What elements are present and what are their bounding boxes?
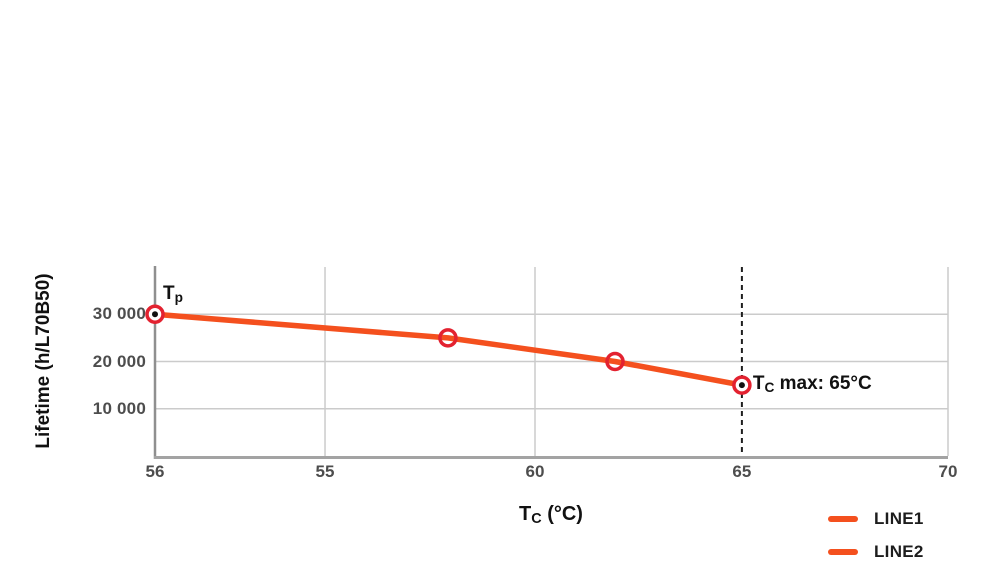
legend: LINE1 LINE2 [828, 502, 924, 568]
legend-label: LINE1 [874, 508, 924, 528]
annotation-tc: TC max: 65°C [753, 373, 872, 395]
plot-area [145, 266, 949, 459]
x-axis-title-subscript: C [531, 511, 542, 528]
legend-item-line1: LINE1 [828, 502, 924, 535]
x-tick-label: 60 [525, 462, 545, 481]
x-tick-label: 56 [145, 462, 165, 481]
data-point-marker [605, 351, 625, 372]
legend-dash-icon [828, 515, 858, 522]
annotation-subscript: C [764, 380, 775, 396]
data-point-center-dot [738, 382, 745, 389]
x-axis-title-rest: (°C) [541, 503, 583, 525]
annotation-rest: max: 65°C [774, 373, 872, 395]
x-tick-label: 70 [938, 462, 958, 481]
series-line-line1 [152, 311, 745, 388]
legend-dash-icon [828, 548, 858, 555]
x-tick-label: 65 [732, 462, 752, 481]
y-tick-label: 10 000 [92, 398, 146, 418]
legend-label: LINE2 [874, 541, 924, 561]
y-tick-label: 20 000 [92, 351, 146, 371]
annotation-subscript: p [174, 290, 183, 306]
data-point-center-dot [152, 311, 158, 318]
data-point-marker [438, 328, 458, 348]
annotation-tp: Tp [163, 283, 183, 305]
annotation-main: T [163, 283, 175, 305]
x-tick-label: 55 [315, 462, 335, 481]
annotation-main: T [752, 373, 765, 395]
x-axis-title: TC (°C) [519, 503, 583, 528]
chart-plot-svg [145, 266, 949, 459]
x-axis-title-main: T [519, 503, 532, 525]
legend-item-line2: LINE2 [828, 535, 924, 568]
y-tick-label: 30 000 [92, 304, 146, 324]
